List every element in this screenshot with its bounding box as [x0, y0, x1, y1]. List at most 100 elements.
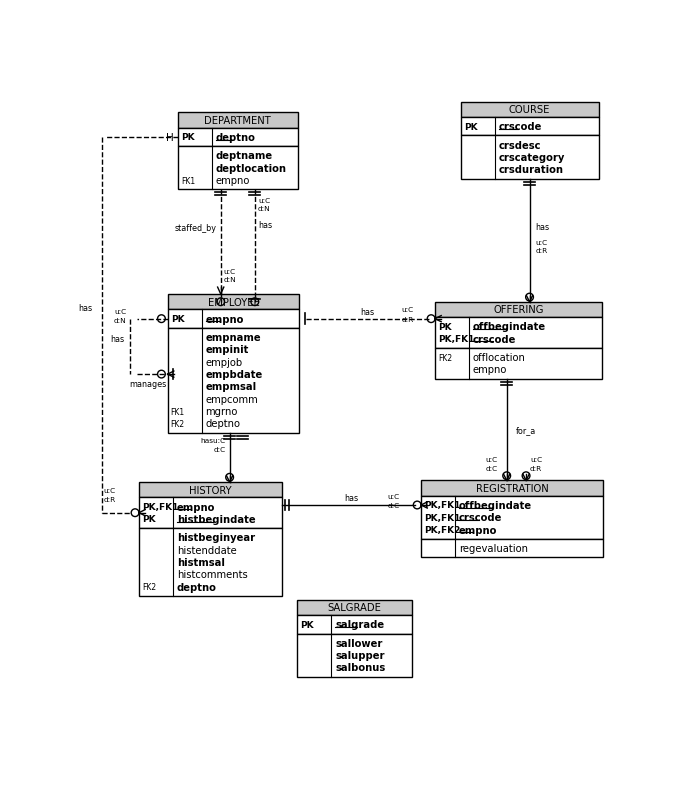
- Text: d:N: d:N: [258, 205, 270, 212]
- Text: PK: PK: [300, 620, 314, 629]
- Text: regevaluation: regevaluation: [459, 544, 528, 553]
- Text: PK,FK1: PK,FK1: [424, 513, 460, 522]
- Text: empbdate: empbdate: [206, 370, 263, 379]
- Text: histbeginyear: histbeginyear: [177, 533, 255, 543]
- Text: deptlocation: deptlocation: [216, 164, 286, 173]
- Text: u:C: u:C: [535, 239, 548, 245]
- Bar: [461, 118, 598, 136]
- Text: u:C: u:C: [115, 309, 126, 314]
- Text: FK1: FK1: [181, 176, 195, 185]
- Text: offbegindate: offbegindate: [459, 500, 532, 510]
- Text: u:C: u:C: [388, 493, 400, 499]
- Text: crscategory: crscategory: [499, 152, 565, 163]
- Text: FK1: FK1: [170, 407, 185, 416]
- Text: crscode: crscode: [499, 122, 542, 132]
- Text: d:C: d:C: [214, 446, 226, 452]
- Text: OFFERING: OFFERING: [493, 305, 544, 315]
- Text: deptno: deptno: [177, 582, 217, 592]
- Bar: [297, 634, 412, 677]
- Text: PK,FK1: PK,FK1: [142, 502, 179, 512]
- Text: offlocation: offlocation: [473, 353, 526, 363]
- Text: FK2: FK2: [438, 353, 452, 363]
- Text: u:C: u:C: [485, 456, 497, 462]
- Text: PK: PK: [170, 314, 184, 324]
- Text: sallower: sallower: [335, 638, 382, 648]
- Text: empcomm: empcomm: [206, 395, 258, 404]
- Text: d:R: d:R: [530, 465, 542, 472]
- Bar: [421, 496, 603, 539]
- Bar: [435, 349, 602, 379]
- Text: EMPLOYEE: EMPLOYEE: [208, 298, 259, 307]
- Text: empinit: empinit: [206, 345, 249, 355]
- Text: REGISTRATION: REGISTRATION: [475, 484, 549, 493]
- Text: manages: manages: [129, 379, 166, 388]
- Text: has: has: [258, 221, 272, 230]
- Text: d:N: d:N: [224, 276, 237, 282]
- Text: empno: empno: [459, 525, 497, 535]
- Bar: [178, 128, 298, 147]
- Text: mgrno: mgrno: [206, 407, 238, 416]
- Text: d:R: d:R: [402, 316, 414, 322]
- Text: empno: empno: [206, 314, 244, 324]
- Bar: [168, 329, 299, 433]
- Text: FK2: FK2: [142, 582, 156, 591]
- Text: DEPARTMENT: DEPARTMENT: [204, 115, 271, 126]
- Bar: [435, 318, 602, 349]
- Bar: [139, 482, 282, 498]
- Text: empno: empno: [216, 176, 250, 186]
- Bar: [178, 147, 298, 190]
- Bar: [297, 600, 412, 615]
- Text: SALGRADE: SALGRADE: [328, 602, 382, 613]
- Text: empmsal: empmsal: [206, 382, 257, 392]
- Bar: [421, 480, 603, 496]
- Text: d:C: d:C: [485, 465, 497, 472]
- Text: histcomments: histcomments: [177, 569, 248, 580]
- Text: empno: empno: [473, 365, 507, 375]
- Text: deptname: deptname: [216, 152, 273, 161]
- Text: histmsal: histmsal: [177, 557, 225, 567]
- Text: empjob: empjob: [206, 358, 243, 367]
- Text: PK,FK1: PK,FK1: [438, 334, 475, 344]
- Text: d:R: d:R: [535, 248, 548, 253]
- Text: crsduration: crsduration: [499, 165, 564, 175]
- Bar: [421, 539, 603, 557]
- Text: d:N: d:N: [114, 318, 126, 324]
- Text: has: has: [360, 308, 374, 317]
- Text: has: has: [110, 334, 124, 344]
- Text: hasu:C: hasu:C: [201, 438, 226, 444]
- Text: PK: PK: [142, 515, 156, 524]
- Text: PK: PK: [181, 133, 195, 142]
- Text: u:C: u:C: [530, 456, 542, 462]
- Bar: [178, 113, 298, 128]
- Text: FK2: FK2: [170, 419, 185, 428]
- Bar: [168, 294, 299, 310]
- Text: u:C: u:C: [402, 307, 414, 313]
- Text: histbegindate: histbegindate: [177, 514, 255, 525]
- Text: HISTORY: HISTORY: [189, 485, 232, 495]
- Text: salbonus: salbonus: [335, 662, 385, 673]
- Text: crscode: crscode: [459, 512, 502, 523]
- Text: u:C: u:C: [224, 269, 236, 274]
- Text: has: has: [79, 303, 92, 312]
- Text: salupper: salupper: [335, 650, 384, 660]
- Text: H: H: [166, 133, 174, 143]
- Text: crsdesc: crsdesc: [499, 140, 541, 151]
- Text: u:C: u:C: [258, 198, 270, 204]
- Bar: [297, 615, 412, 634]
- Text: empno: empno: [177, 502, 215, 512]
- Text: empname: empname: [206, 333, 262, 342]
- Text: d:C: d:C: [388, 502, 400, 508]
- Text: for_a: for_a: [516, 426, 536, 435]
- Text: PK: PK: [464, 123, 477, 132]
- Text: has: has: [535, 222, 550, 232]
- Text: COURSE: COURSE: [509, 105, 550, 115]
- Text: PK: PK: [438, 322, 452, 331]
- Text: deptno: deptno: [216, 133, 255, 143]
- Bar: [139, 529, 282, 596]
- Text: crscode: crscode: [473, 334, 516, 344]
- Bar: [168, 310, 299, 329]
- Bar: [435, 302, 602, 318]
- Text: PK,FK1: PK,FK1: [424, 501, 460, 510]
- Text: has: has: [344, 493, 359, 502]
- Text: staffed_by: staffed_by: [175, 224, 217, 233]
